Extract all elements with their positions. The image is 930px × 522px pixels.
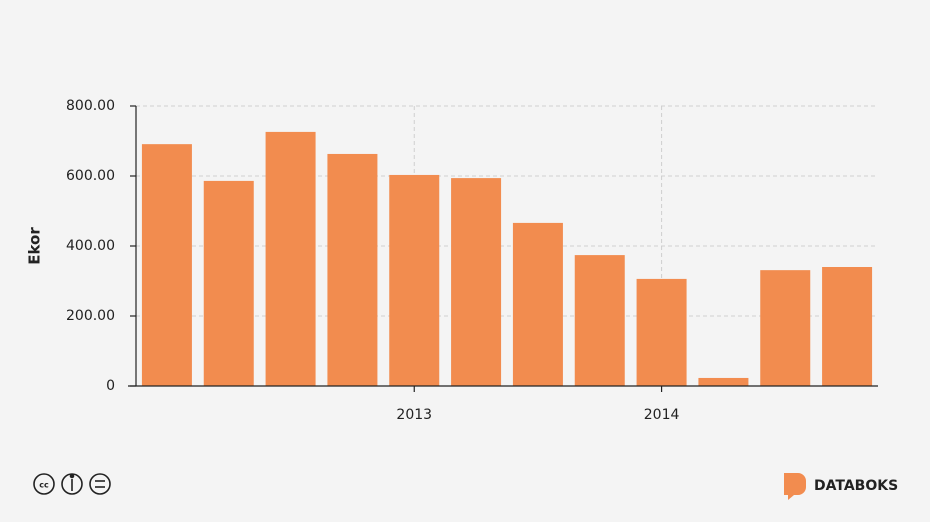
cc-icon-text: cc xyxy=(39,481,49,490)
bar xyxy=(574,255,625,386)
bar xyxy=(760,270,811,386)
y-tick-label: 600.00 xyxy=(66,168,115,184)
brand-logo xyxy=(784,473,806,500)
x-tick-label: 2014 xyxy=(644,407,680,423)
bar xyxy=(203,180,254,386)
bar xyxy=(698,377,749,386)
y-axis-label: Ekor xyxy=(26,227,44,265)
bar xyxy=(822,267,873,386)
bar xyxy=(451,178,502,386)
bar xyxy=(389,174,440,386)
bar xyxy=(512,222,563,386)
y-tick-label: 800.00 xyxy=(66,98,115,114)
bar xyxy=(265,131,316,386)
bar xyxy=(141,144,192,386)
brand-name: DATABOKS xyxy=(814,478,898,494)
license-icons xyxy=(33,473,111,495)
bar xyxy=(636,278,687,386)
y-tick-label: 200.00 xyxy=(66,308,115,324)
y-tick-label: 0 xyxy=(106,378,115,394)
x-tick-label: 2013 xyxy=(396,407,432,423)
y-tick-label: 400.00 xyxy=(66,238,115,254)
bar xyxy=(327,153,378,386)
